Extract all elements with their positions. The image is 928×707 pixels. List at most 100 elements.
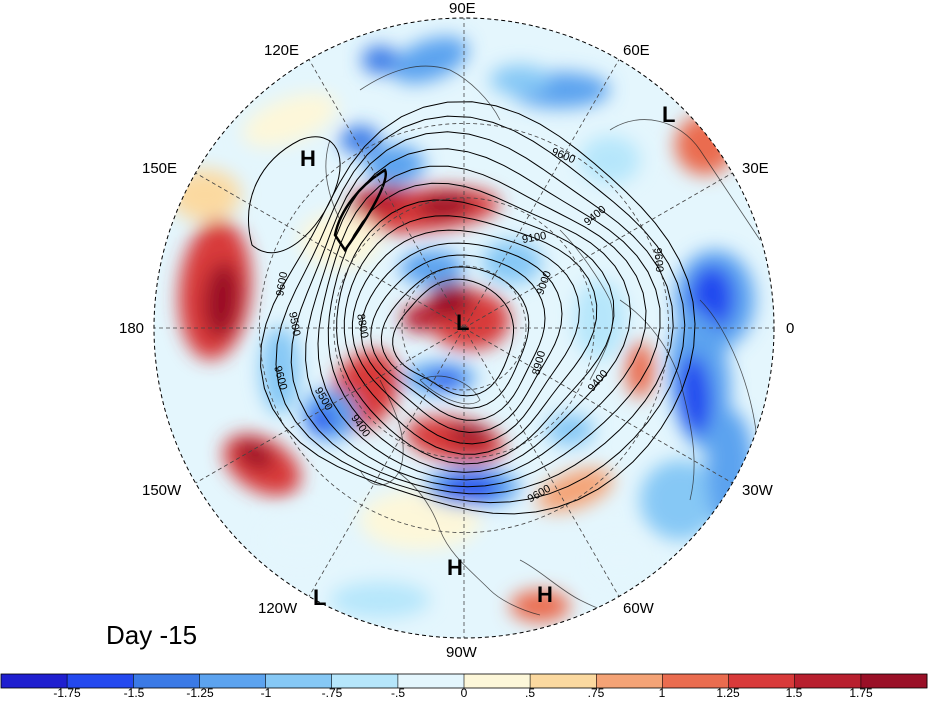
anomaly-patch (169, 169, 241, 221)
colorbar-tick-label: 1.75 (849, 686, 873, 700)
anomaly-patch (590, 538, 650, 582)
meridian-line (463, 327, 620, 597)
lon-label-60w: 60W (623, 600, 654, 617)
colorbar-swatch (596, 674, 663, 688)
anomaly-patch (362, 46, 398, 74)
anomaly-patch (365, 145, 425, 185)
coastline (394, 469, 541, 616)
anomaly-patch (260, 516, 340, 564)
high-center-mexico: H (447, 555, 463, 580)
anomaly-patch (236, 440, 274, 470)
high-center-pacific: H (300, 146, 316, 171)
lon-label-30w: 30W (742, 482, 773, 499)
meridian-line (308, 327, 465, 597)
colorbar-swatch (662, 674, 729, 688)
lon-label-90w: 90W (446, 644, 477, 661)
high-center-south-america: H (537, 582, 553, 607)
height-contour (370, 254, 546, 421)
colorbar-swatch (530, 674, 597, 688)
colorbar (0, 673, 928, 689)
height-contour (392, 278, 514, 397)
meridian-line (463, 327, 733, 484)
height-contour (380, 266, 530, 409)
colorbar-tick-label: -.75 (321, 686, 343, 700)
colorbar-swatch (133, 674, 200, 688)
map-boundary (153, 17, 775, 639)
lon-label-60e: 60E (623, 42, 650, 59)
height-contour (260, 101, 696, 515)
colorbar-swatch (397, 674, 465, 688)
height-contour (327, 182, 632, 473)
lon-label-180: 180 (119, 320, 145, 337)
height-contour (317, 165, 647, 481)
coastline (419, 375, 481, 405)
colorbar-tick-label: -1.25 (186, 686, 214, 700)
anomaly-patch (490, 65, 550, 95)
colorbar-swatch (265, 674, 333, 688)
anomaly-patch (330, 582, 430, 618)
anomaly-patch (428, 282, 472, 318)
anomaly-patch (402, 304, 438, 332)
height-contour (351, 229, 580, 445)
meridian-line (463, 59, 620, 329)
colorbar-swatch (860, 674, 928, 688)
lon-label-120e: 120E (264, 42, 300, 59)
anomaly-patch (510, 590, 570, 622)
height-contour-bold (333, 168, 388, 253)
colorbar-swatch (1, 674, 68, 688)
anomaly-patch (580, 136, 640, 184)
colorbar-swatch (331, 674, 399, 688)
colorbar-swatch (199, 674, 266, 688)
anomaly-patch (448, 424, 492, 446)
colorbar-tick-label: 1.5 (785, 686, 803, 700)
anomaly-patch (640, 460, 720, 540)
colorbar-tick-label: -.5 (390, 686, 406, 700)
colorbar-tick-label: .5 (524, 686, 536, 700)
colorbar-tick-label: -1 (260, 686, 272, 700)
colorbar-tick-label: .75 (587, 686, 605, 700)
anomaly-patch (675, 115, 735, 175)
coastline (359, 379, 404, 486)
lon-label-30e: 30E (742, 160, 769, 177)
meridian-line (195, 327, 465, 484)
lon-label-120w: 120W (258, 600, 298, 617)
meridian-line (308, 59, 465, 329)
anomaly-field (154, 18, 774, 638)
anomaly-patch (417, 192, 473, 218)
colorbar-swatch (728, 674, 796, 688)
colorbar-swatch (464, 674, 531, 688)
height-contour (343, 215, 598, 455)
latitude-circle (258, 122, 670, 534)
colorbar-tick-label: 0 (460, 686, 468, 700)
height-contour (360, 242, 563, 434)
colorbar-tick-label: 1 (658, 686, 666, 700)
anomaly-patch (391, 36, 469, 84)
coastline (359, 65, 501, 121)
lon-label-90e: 90E (449, 0, 476, 17)
height-contour (290, 131, 674, 495)
height-contour (275, 115, 686, 504)
anomaly-patch (350, 185, 410, 215)
low-center-pole: L (456, 310, 470, 335)
anomaly-patch (203, 262, 241, 338)
lon-label-150w: 150W (142, 482, 182, 499)
meridian-line (195, 172, 465, 329)
latitude-circle (333, 197, 595, 459)
colorbar-tick-label: 1.25 (716, 686, 740, 700)
coastline (325, 139, 341, 221)
lon-label-0: 0 (786, 320, 795, 337)
lon-label-150e: 150E (142, 160, 178, 177)
height-contour (248, 136, 341, 254)
colorbar-swatch (67, 674, 134, 688)
day-label: Day -15 (106, 620, 198, 650)
anomaly-patch (400, 250, 464, 286)
colorbar-tick-label: -1.5 (123, 686, 145, 700)
low-center-east-pacific: L (313, 585, 327, 610)
coastline (609, 119, 761, 241)
colorbar-tick-label: -1.75 (53, 686, 81, 700)
latitude-circle (401, 265, 527, 391)
coastline (559, 229, 614, 381)
anomaly-patch (536, 468, 614, 512)
